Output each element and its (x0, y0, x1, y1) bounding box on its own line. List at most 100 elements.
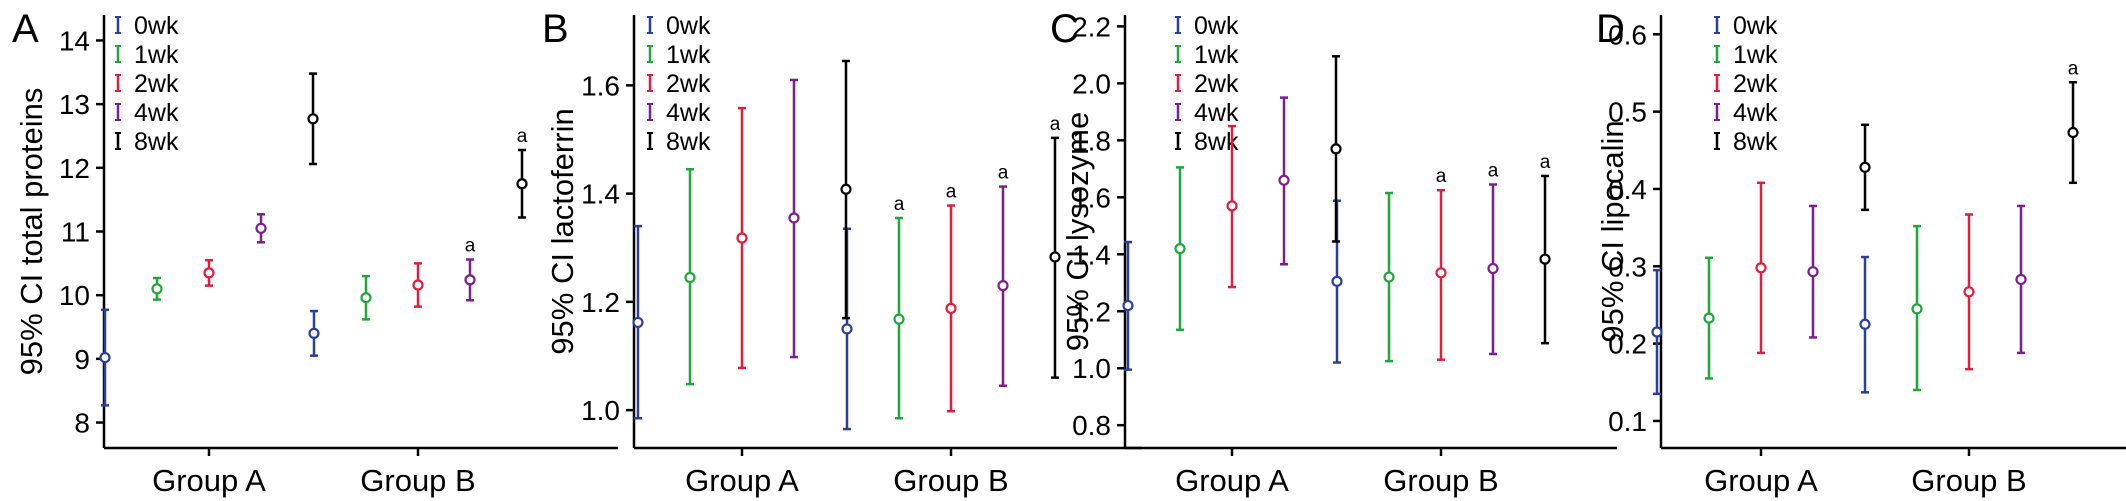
significance-annotation: a (1050, 114, 1061, 135)
error-bar (632, 224, 644, 420)
error-bar (203, 258, 215, 287)
panel-letter: A (12, 7, 39, 51)
legend-label: 4wk (1194, 99, 1239, 127)
category-label: Group A (152, 463, 266, 498)
error-bar (464, 258, 476, 302)
y-tick-label: 2.2 (1072, 11, 1111, 42)
significance-annotation: a (2068, 58, 2079, 79)
y-tick-label: 1.8 (1072, 125, 1111, 156)
error-bar (1859, 123, 1871, 212)
y-tick-label: 9 (74, 344, 90, 375)
mean-marker (2067, 126, 2079, 139)
significance-annotation: a (465, 236, 476, 257)
error-bar (2015, 204, 2027, 355)
mean-marker (684, 271, 696, 284)
error-bar (684, 168, 696, 386)
category-label: Group B (893, 463, 1008, 498)
error-bar (1807, 204, 1819, 339)
legend-label: 2wk (666, 70, 711, 98)
error-bar (840, 59, 852, 320)
mean-marker (1911, 303, 1923, 315)
mean-marker (1174, 242, 1186, 255)
y-tick-label: 1.6 (581, 70, 620, 101)
error-bar (1539, 174, 1551, 345)
legend-label: 2wk (1194, 70, 1239, 98)
mean-marker (308, 327, 320, 339)
error-bar (99, 308, 111, 407)
mean-marker (1226, 200, 1238, 212)
mean-marker (736, 232, 748, 244)
mean-marker (1278, 174, 1290, 186)
panel-letter: B (542, 7, 569, 51)
error-bar (1435, 188, 1447, 361)
y-tick-label: 13 (59, 89, 90, 120)
error-bar (736, 106, 748, 370)
error-bar (1383, 191, 1395, 363)
y-tick-label: 1.6 (1072, 182, 1111, 213)
mean-marker (1859, 318, 1871, 330)
panel-d: 0.1 0.2 0.3 0.4 0.5 0.6 Group A Group B 95% CI l… (1595, 7, 2126, 498)
y-tick-label: 14 (59, 25, 90, 56)
error-bar (1911, 224, 1923, 392)
mean-marker (464, 274, 476, 286)
category-label: Group B (1911, 463, 2026, 498)
y-tick-label: 0.3 (1608, 251, 1647, 282)
error-bar (2067, 81, 2079, 185)
mean-marker (1703, 312, 1715, 324)
legend-label: 8wk (666, 128, 711, 156)
mean-marker (1963, 286, 1975, 298)
mean-marker (1651, 326, 1663, 338)
mean-marker (412, 279, 424, 291)
error-bar (151, 276, 163, 301)
significance-annotation: a (1436, 166, 1447, 187)
error-bar (516, 148, 528, 219)
mean-marker (840, 183, 852, 195)
legend-label: 4wk (134, 99, 179, 127)
y-axis-label: 95% CI lysozyme (1060, 112, 1095, 351)
mean-marker (1859, 161, 1871, 173)
y-axis-label: 95% CI total proteins (14, 88, 49, 376)
y-tick-label: 1.0 (581, 395, 620, 426)
mean-marker (99, 351, 111, 364)
error-bar (1703, 256, 1715, 380)
error-bar (1330, 55, 1342, 243)
error-bar (307, 72, 319, 166)
legend-label: 1wk (1733, 41, 1778, 69)
mean-marker (997, 280, 1009, 292)
legend-label: 1wk (134, 41, 179, 69)
y-tick-label: 8 (74, 408, 90, 439)
mean-marker (1122, 299, 1134, 312)
y-axis-label: 95% CI lactoferrin (545, 108, 580, 354)
error-bar (1963, 213, 1975, 371)
y-tick-label: 12 (59, 153, 90, 184)
y-tick-label: 0.6 (1608, 19, 1647, 50)
y-tick-label: 0.8 (1072, 410, 1111, 441)
error-bar (1859, 255, 1871, 394)
mean-marker (788, 212, 800, 224)
panel-letter: D (1596, 7, 1625, 51)
y-tick-label: 1.4 (581, 179, 620, 210)
category-label: Group A (1175, 463, 1289, 498)
legend-label: 4wk (1733, 99, 1778, 127)
y-tick-label: 0.5 (1608, 97, 1647, 128)
y-tick-label: 2.0 (1072, 68, 1111, 99)
significance-annotation: a (517, 126, 528, 147)
error-bar (360, 274, 372, 321)
legend-label: 8wk (1733, 128, 1778, 156)
y-tick-label: 0.1 (1608, 406, 1647, 437)
y-tick-label: 0.4 (1608, 174, 1647, 205)
legend-label: 0wk (1733, 12, 1778, 40)
mean-marker (203, 267, 215, 279)
y-tick-label: 11 (61, 217, 90, 248)
legend-label: 8wk (134, 128, 179, 156)
y-tick-label: 1.4 (1072, 239, 1111, 270)
mean-marker (632, 316, 644, 329)
mean-marker (1539, 253, 1551, 265)
y-tick-label: 1.0 (1072, 353, 1111, 384)
y-tick-label: 10 (59, 280, 90, 311)
mean-marker (1330, 143, 1342, 155)
panel-b: 1.0 1.2 1.4 1.6 Group A Group B 95% CI lactofe… (542, 7, 1142, 498)
y-tick-label: 1.2 (1072, 296, 1111, 327)
legend-label: 2wk (1733, 70, 1778, 98)
